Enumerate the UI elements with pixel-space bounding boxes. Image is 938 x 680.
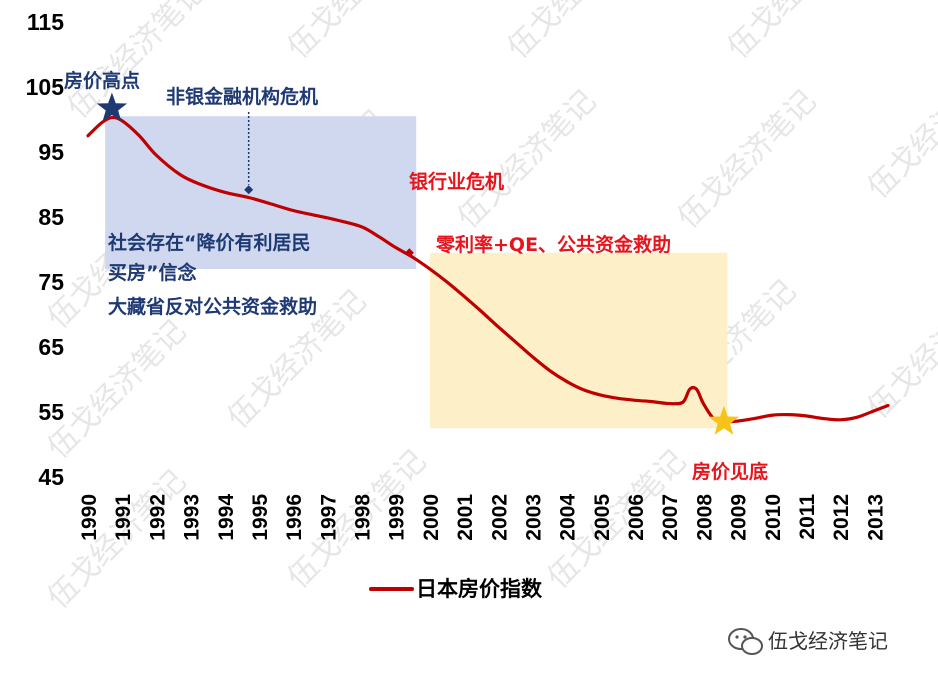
legend-label: 日本房价指数 xyxy=(416,577,543,601)
shaded-region-1 xyxy=(105,116,417,269)
x-tick-label: 1993 xyxy=(181,494,204,541)
star-marker xyxy=(708,405,740,435)
x-tick-label: 2005 xyxy=(591,494,614,541)
x-tick-label: 2013 xyxy=(864,494,887,541)
y-tick-label: 45 xyxy=(38,464,64,490)
x-tick-label: 2007 xyxy=(659,494,682,541)
y-tick-label: 95 xyxy=(38,139,64,165)
brand: 伍戈经济笔记 xyxy=(728,628,888,655)
x-tick-label: 1991 xyxy=(112,494,135,541)
watermark-text: 伍戈经济笔记 xyxy=(501,0,653,66)
shaded-regions xyxy=(105,116,728,429)
x-tick-label: 1997 xyxy=(317,494,340,541)
x-tick-label: 1996 xyxy=(283,494,306,541)
x-tick-label: 2002 xyxy=(488,494,511,541)
x-tick-label: 2008 xyxy=(693,494,716,541)
y-tick-label: 75 xyxy=(38,269,64,295)
x-tick-label: 2003 xyxy=(522,494,545,541)
y-tick-label: 55 xyxy=(38,399,64,425)
x-tick-label: 2010 xyxy=(762,494,785,541)
x-tick-label: 2009 xyxy=(728,494,751,541)
legend: 日本房价指数 xyxy=(369,577,543,601)
annotation-policy: 零利率+QE、公共资金救助 xyxy=(435,233,671,256)
x-tick-label: 2012 xyxy=(830,494,853,541)
series-line-japan-housing-index xyxy=(86,115,890,424)
annotation-bank-crisis: 银行业危机 xyxy=(409,170,504,193)
watermark-text: 伍戈经济笔记 xyxy=(861,274,938,426)
y-tick-label: 115 xyxy=(27,9,64,35)
x-tick-label: 1999 xyxy=(386,494,409,541)
shaded-region-2 xyxy=(429,252,728,429)
x-tick-label: 1998 xyxy=(352,494,375,541)
watermark-text: 伍戈经济笔记 xyxy=(281,0,433,66)
diamond-marker xyxy=(404,248,414,258)
y-tick-label: 105 xyxy=(26,74,65,100)
diamond-marker xyxy=(244,185,254,195)
x-tick-label: 1994 xyxy=(215,494,238,541)
x-tick-label: 1995 xyxy=(249,494,272,541)
y-tick-label: 85 xyxy=(38,204,64,230)
x-tick-label: 1992 xyxy=(146,494,169,541)
x-tick-label: 2001 xyxy=(454,494,477,541)
annotation-belief-line3: 大藏省反对公共资金救助 xyxy=(108,295,317,318)
y-tick-label: 65 xyxy=(38,334,64,360)
watermark-text: 伍戈经济笔记 xyxy=(451,84,603,236)
watermark-text: 伍戈经济笔记 xyxy=(721,0,873,66)
brand-name: 伍戈经济笔记 xyxy=(768,629,888,653)
annotation-belief-line1: 社会存在“降价有利居民 xyxy=(107,231,311,254)
x-tick-label: 1990 xyxy=(78,494,101,541)
watermark-text: 伍戈经济笔记 xyxy=(861,54,938,206)
annotation-peak: 房价高点 xyxy=(64,69,140,92)
x-tick-label: 2011 xyxy=(796,494,819,540)
x-tick-label: 2000 xyxy=(420,494,443,541)
y-axis-ticks: 115 105 95 85 75 65 55 45 xyxy=(26,9,65,490)
watermark-text: 伍戈经济笔记 xyxy=(671,84,823,236)
wechat-icon xyxy=(728,628,763,655)
markers xyxy=(96,92,740,435)
x-axis-ticks: 1990 1991 1992 1993 1994 1995 1996 1997 1998 1999… xyxy=(78,494,887,541)
annotation-belief-line2: 买房”信念 xyxy=(108,261,197,284)
annotation-bottom: 房价见底 xyxy=(692,460,768,483)
x-tick-label: 2006 xyxy=(625,494,648,541)
x-tick-label: 2004 xyxy=(557,494,580,541)
annotation-nonbank-crisis: 非银金融机构危机 xyxy=(166,85,318,108)
star-marker xyxy=(96,92,128,122)
